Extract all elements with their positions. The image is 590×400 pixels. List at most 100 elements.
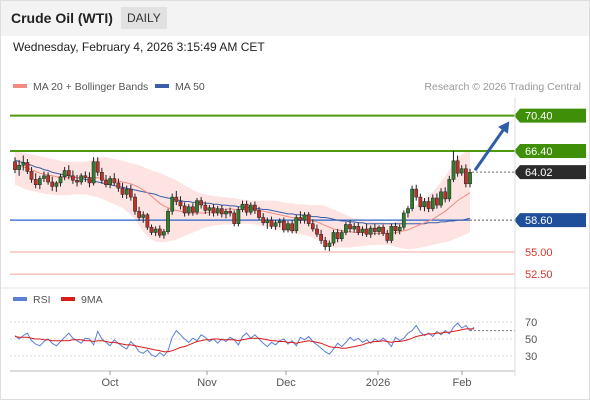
pivot-label: 58.60 — [525, 215, 553, 227]
candle — [439, 191, 443, 206]
last-label-bg — [514, 165, 586, 180]
candle — [410, 188, 414, 209]
candle — [170, 196, 175, 212]
candle — [451, 160, 456, 180]
candle — [368, 227, 373, 235]
legend-label-rsi-9ma: 9MA — [81, 294, 103, 306]
rsi-ma-line — [14, 328, 475, 353]
candle — [253, 204, 257, 211]
instrument-title: Crude Oil (WTI) — [11, 10, 113, 26]
candle — [459, 168, 464, 174]
x-tick-label-nov: Nov — [197, 377, 217, 389]
credit-text: Research © 2026 Trading Central — [424, 81, 581, 93]
candle — [306, 214, 311, 224]
candle — [153, 228, 158, 233]
candle — [162, 231, 166, 236]
candle — [100, 172, 104, 181]
legend-swatch-rsi-9ma — [61, 297, 75, 301]
resistance-label: 66.40 — [525, 146, 553, 158]
candle — [447, 179, 452, 200]
candle — [344, 224, 348, 233]
candle — [46, 175, 50, 183]
candle — [186, 206, 191, 214]
candle — [71, 175, 75, 181]
candle — [29, 171, 34, 180]
candle — [356, 226, 361, 233]
candle — [215, 208, 220, 214]
candle — [232, 212, 237, 224]
candle — [166, 211, 170, 232]
timeframe-badge[interactable]: DAILY — [121, 7, 167, 29]
candle — [339, 232, 344, 239]
candle — [124, 188, 129, 195]
candle — [199, 200, 203, 206]
candle — [310, 223, 315, 230]
candle — [95, 161, 100, 173]
candle — [25, 162, 30, 172]
candle — [145, 214, 150, 228]
candle — [414, 188, 419, 198]
resistance-label-bg — [514, 144, 586, 159]
candle — [315, 228, 319, 235]
candle — [137, 211, 141, 218]
candle — [377, 226, 381, 232]
candle — [149, 226, 154, 233]
candle — [228, 211, 232, 214]
candle — [79, 175, 84, 183]
candle — [464, 168, 468, 185]
rsi-tick-30: 30 — [525, 351, 537, 363]
candle — [91, 161, 96, 184]
candle — [104, 180, 108, 185]
candle — [352, 226, 357, 230]
bollinger-band-fill — [15, 150, 470, 250]
candle — [219, 208, 224, 215]
candle — [21, 162, 26, 166]
candle — [335, 232, 340, 239]
candle — [87, 177, 92, 184]
candle — [381, 226, 385, 234]
candle — [248, 204, 253, 213]
candle — [360, 228, 365, 233]
candle — [203, 204, 208, 211]
legend-swatch-rsi — [13, 297, 27, 301]
candle — [385, 233, 390, 241]
candle — [348, 224, 352, 230]
candle — [443, 191, 448, 200]
rsi-tick-50: 50 — [525, 334, 537, 346]
candle — [133, 196, 137, 212]
legend-swatch-ma50 — [155, 84, 169, 88]
candle — [13, 161, 17, 170]
candle — [290, 223, 294, 232]
x-tick-label-feb: Feb — [453, 377, 472, 389]
candle — [236, 209, 241, 224]
legend-label-ma50: MA 50 — [175, 81, 205, 93]
candle — [277, 220, 282, 224]
forecast-arrow-shaft — [473, 123, 509, 172]
candle — [257, 210, 261, 218]
candle — [108, 178, 112, 185]
legend-label-rsi: RSI — [33, 294, 51, 306]
candle — [401, 212, 406, 228]
candle — [393, 226, 398, 231]
resistance-label-bg — [514, 108, 586, 123]
candle — [191, 206, 195, 213]
last-label: 64.02 — [525, 167, 553, 179]
candle — [174, 196, 179, 202]
candle — [83, 175, 88, 178]
candle — [389, 226, 394, 241]
legend-swatch-ma20 — [13, 84, 27, 88]
candle — [120, 187, 125, 195]
candle — [455, 160, 460, 174]
candle — [33, 179, 38, 185]
forecast-arrow-head — [498, 121, 510, 134]
candle — [58, 176, 63, 184]
candle — [62, 170, 67, 177]
candle — [128, 188, 133, 198]
candle — [178, 201, 183, 207]
candle — [282, 220, 286, 231]
candle — [141, 214, 146, 218]
candle — [294, 217, 299, 232]
rsi-tick-70: 70 — [525, 317, 537, 329]
candle — [426, 201, 431, 209]
candle — [435, 197, 439, 206]
